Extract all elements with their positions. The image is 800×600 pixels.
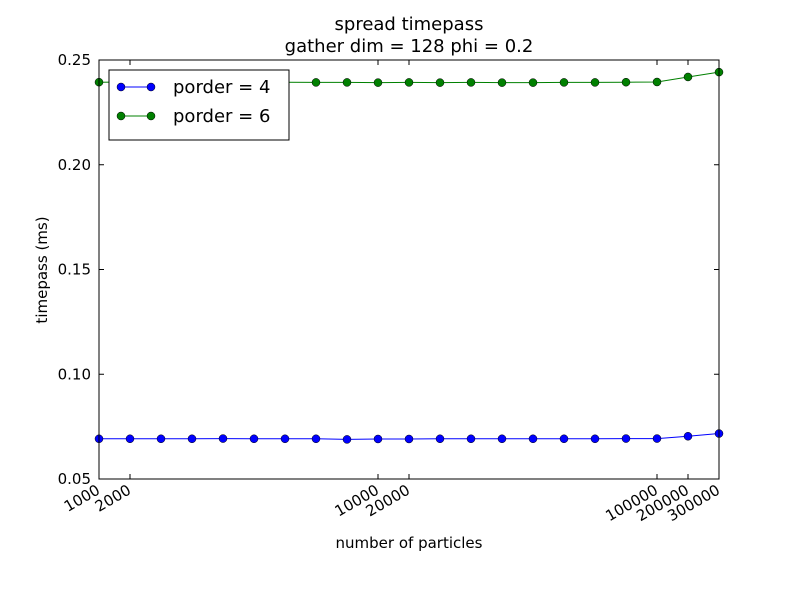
y-tick-label: 0.20 [58,156,91,174]
point [652,77,662,87]
point [683,72,693,82]
x-axis-label: number of particles [336,534,483,552]
legend-label: porder = 4 [173,77,270,98]
point [125,434,135,444]
y-tick-label: 0.25 [58,51,91,69]
y-tick-label: 0.05 [58,470,91,488]
point [404,434,414,444]
point [342,435,352,444]
point [590,434,600,444]
point [652,434,662,443]
point [187,434,197,444]
plot-frame [98,59,720,480]
point [528,78,538,87]
y-tick-label: 0.10 [58,365,91,383]
point [249,434,259,444]
point [435,434,445,444]
legend-marker [116,82,126,92]
chart-subtitle: gather dim = 128 phi = 0.2 [285,36,534,57]
point [559,78,569,87]
point [404,78,414,87]
legend-label: porder = 6 [173,106,270,127]
point [280,434,290,444]
point [559,434,569,444]
point [373,78,383,87]
point [311,78,321,87]
point [683,432,693,441]
y-axis-label: timepass (ms) [33,216,51,323]
point [373,434,383,444]
point [497,434,507,444]
point [218,434,228,443]
legend-marker [116,111,126,121]
legend-marker [146,111,156,121]
point [621,77,631,87]
point [497,78,507,87]
y-tick-label: 0.15 [58,261,91,279]
point [466,434,476,444]
chart-title: spread timepass [335,14,484,35]
legend-marker [146,82,156,92]
point [156,434,166,444]
legend-box [108,69,290,141]
point [435,78,445,87]
point [311,434,321,444]
point [621,434,631,443]
point [466,78,476,87]
point [342,78,352,87]
point [528,434,538,444]
point [590,78,600,87]
